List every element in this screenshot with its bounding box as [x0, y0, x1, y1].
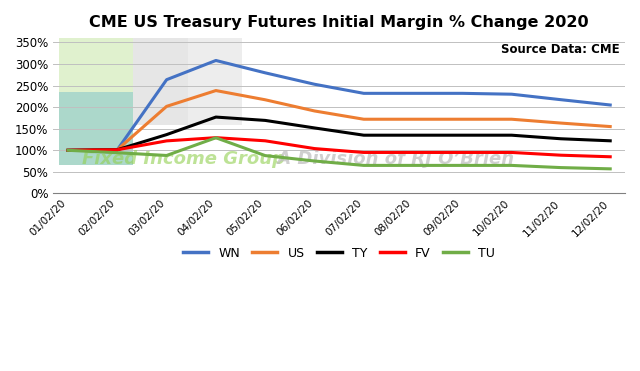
- Legend: WN, US, TY, FV, TU: WN, US, TY, FV, TU: [179, 242, 500, 265]
- Text: Source Data: CME: Source Data: CME: [500, 43, 620, 56]
- Bar: [59, 38, 133, 165]
- Text: Fixed Income Group: Fixed Income Group: [82, 150, 285, 168]
- Title: CME US Treasury Futures Initial Margin % Change 2020: CME US Treasury Futures Initial Margin %…: [90, 15, 589, 30]
- Bar: [133, 38, 188, 125]
- Text: A Division of RJ O’Brien: A Division of RJ O’Brien: [271, 150, 514, 168]
- Bar: [59, 92, 133, 165]
- Bar: [188, 38, 242, 125]
